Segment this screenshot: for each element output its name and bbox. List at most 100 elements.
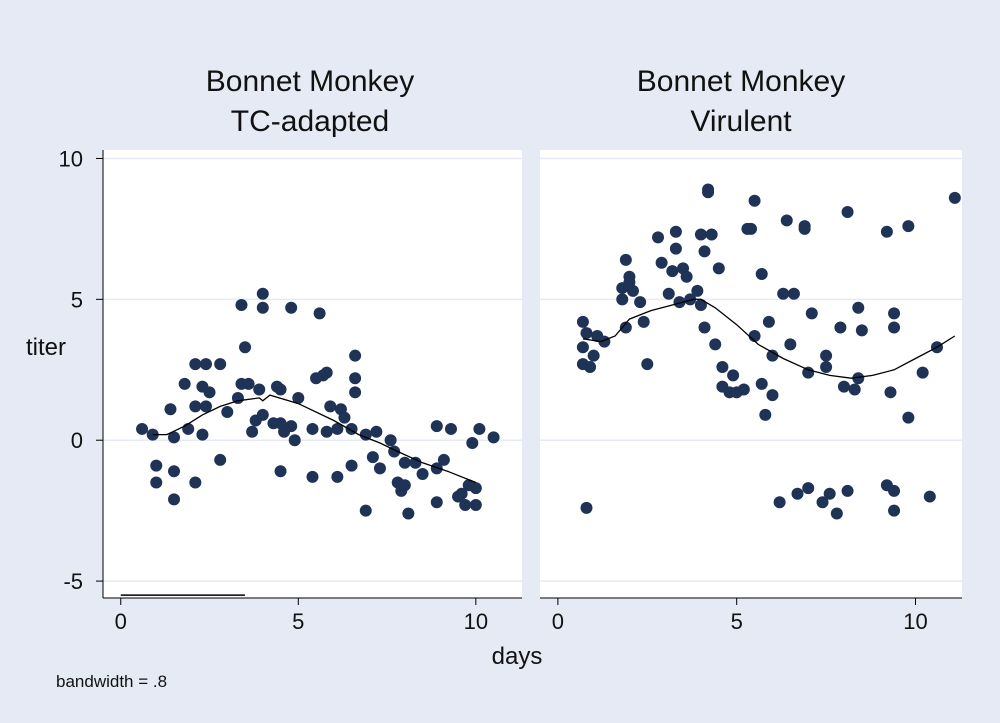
data-point	[576, 341, 589, 354]
data-point	[466, 437, 479, 450]
data-point	[902, 411, 915, 424]
data-point	[196, 428, 209, 441]
data-point	[459, 499, 472, 512]
data-point	[430, 462, 443, 475]
data-point	[235, 298, 248, 311]
tick-labels: 0 5 10	[552, 609, 928, 634]
data-point	[888, 504, 901, 517]
data-point	[487, 431, 500, 444]
data-point	[888, 484, 901, 497]
data-point	[214, 453, 227, 466]
data-point	[669, 225, 682, 238]
data-point	[880, 225, 893, 238]
data-point	[437, 453, 450, 466]
data-point	[256, 408, 269, 421]
data-point	[285, 420, 298, 433]
data-point	[274, 383, 287, 396]
data-point	[246, 425, 259, 438]
data-point	[370, 425, 383, 438]
data-point	[274, 465, 287, 478]
data-point	[359, 428, 372, 441]
data-point	[791, 487, 804, 500]
data-point	[580, 327, 593, 340]
y-tick-label: 5	[71, 287, 83, 312]
data-point	[189, 400, 202, 413]
data-point	[737, 383, 750, 396]
data-point	[580, 501, 593, 514]
data-point	[320, 425, 333, 438]
data-point	[787, 287, 800, 300]
gridlines	[103, 157, 522, 582]
data-point	[820, 349, 833, 362]
data-point	[805, 307, 818, 320]
bandwidth-note: bandwidth = .8	[56, 672, 167, 691]
data-point	[777, 287, 790, 300]
data-point	[848, 383, 861, 396]
smoothed-line	[152, 394, 477, 484]
data-point	[214, 358, 227, 371]
data-point	[816, 496, 829, 509]
data-point	[888, 321, 901, 334]
data-point	[855, 324, 868, 337]
data-point	[820, 360, 833, 373]
data-point	[320, 366, 333, 379]
y-tick-label: 10	[59, 146, 83, 171]
data-point	[455, 487, 468, 500]
data-point	[384, 434, 397, 447]
data-point	[798, 222, 811, 235]
data-point	[349, 386, 362, 399]
data-point	[748, 329, 761, 342]
data-point	[398, 456, 411, 469]
axes	[540, 597, 962, 605]
data-points	[136, 287, 500, 520]
data-point	[652, 231, 665, 244]
data-point	[331, 422, 344, 435]
panel-title-line1: Bonnet Monkey	[637, 65, 845, 98]
data-point	[669, 242, 682, 255]
data-point	[189, 358, 202, 371]
data-point	[444, 422, 457, 435]
data-point	[948, 191, 961, 204]
data-point	[702, 186, 715, 199]
gridlines	[540, 157, 962, 582]
data-point	[619, 321, 632, 334]
data-point	[830, 507, 843, 520]
data-point	[802, 482, 815, 495]
data-point	[150, 459, 163, 472]
data-point	[242, 377, 255, 390]
x-tick-label: 0	[115, 609, 127, 634]
data-point	[199, 358, 212, 371]
data-point	[416, 468, 429, 481]
x-tick-label: 5	[731, 609, 743, 634]
data-point	[256, 287, 269, 300]
panel-title-line2: Virulent	[690, 105, 792, 138]
smoothed-line-group	[582, 298, 956, 379]
data-point	[698, 245, 711, 258]
data-point	[637, 315, 650, 328]
data-point	[762, 315, 775, 328]
y-tick-label: 0	[71, 428, 83, 453]
data-point	[680, 270, 693, 283]
tick-labels: 0 5 10 -5 0 5 10	[59, 146, 489, 634]
data-point	[923, 490, 936, 503]
data-point	[366, 451, 379, 464]
data-point	[662, 287, 675, 300]
x-axis-label: days	[492, 643, 543, 670]
data-point	[759, 408, 772, 421]
data-point	[841, 205, 854, 218]
data-point	[727, 369, 740, 382]
data-point	[178, 377, 191, 390]
data-point	[199, 400, 212, 413]
data-point	[837, 380, 850, 393]
data-point	[349, 349, 362, 362]
x-tick-label: 10	[464, 609, 488, 634]
data-point	[203, 386, 216, 399]
data-point	[712, 262, 725, 275]
data-point	[766, 389, 779, 402]
data-point	[698, 321, 711, 334]
data-point	[221, 406, 234, 419]
data-point	[802, 366, 815, 379]
data-point	[888, 307, 901, 320]
data-point	[469, 499, 482, 512]
x-tick-label: 10	[903, 609, 927, 634]
